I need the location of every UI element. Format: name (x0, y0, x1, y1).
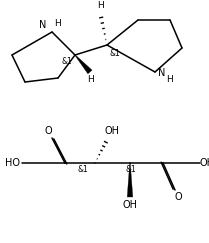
Text: HO: HO (5, 158, 19, 168)
Text: OH: OH (122, 200, 138, 210)
Polygon shape (127, 163, 133, 197)
Text: OH: OH (104, 126, 120, 136)
Text: &1: &1 (61, 58, 72, 67)
Text: H: H (97, 1, 103, 10)
Text: &1: &1 (125, 165, 136, 174)
Text: N: N (158, 68, 165, 78)
Polygon shape (75, 55, 92, 74)
Text: &1: &1 (77, 165, 88, 174)
Text: H: H (54, 19, 61, 28)
Text: OH: OH (200, 158, 209, 168)
Text: O: O (44, 126, 52, 136)
Text: O: O (174, 192, 182, 202)
Text: &1: &1 (110, 50, 121, 59)
Text: H: H (166, 76, 173, 85)
Text: N: N (39, 20, 46, 30)
Text: H: H (88, 75, 94, 84)
